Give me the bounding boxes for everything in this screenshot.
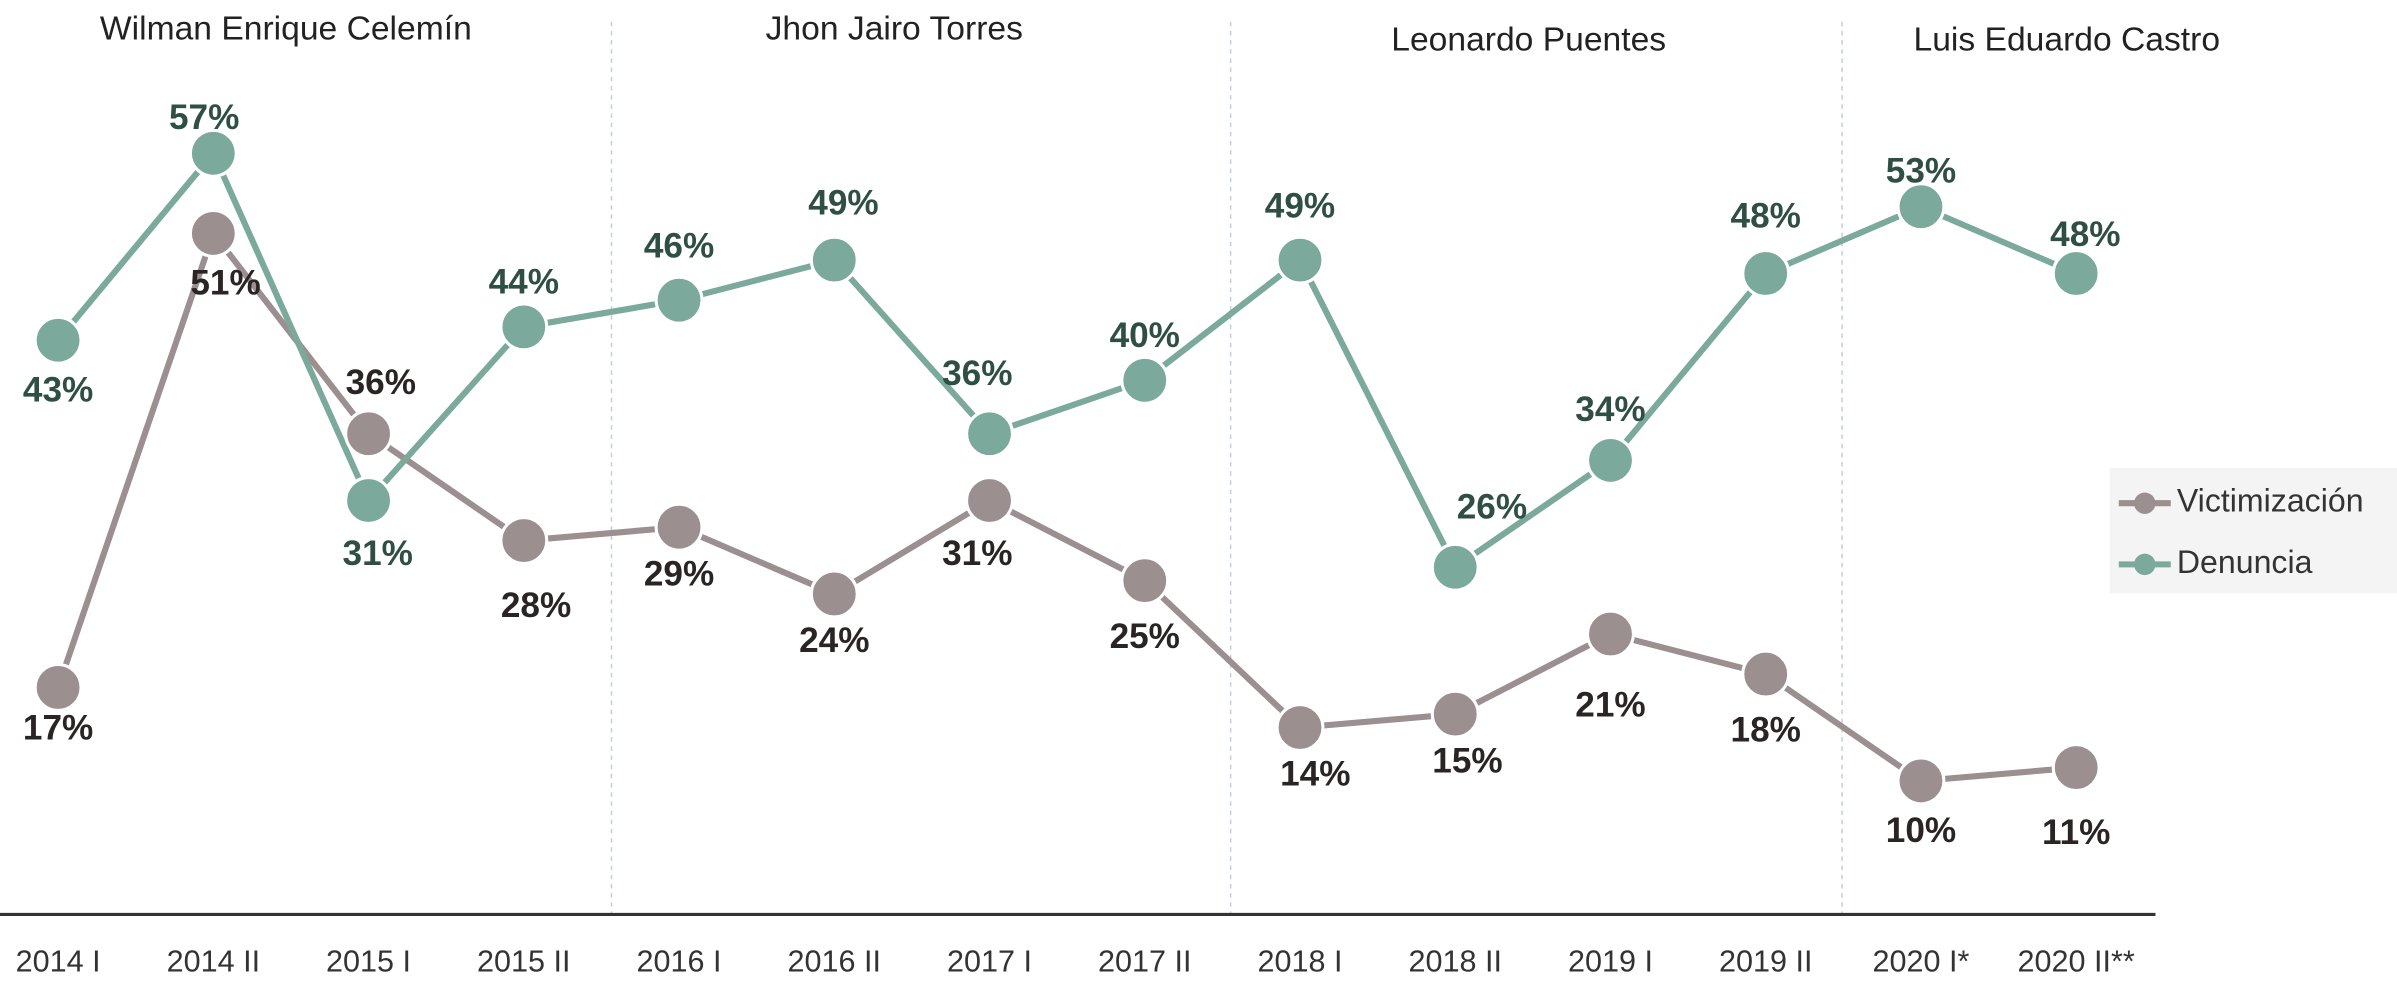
point: [1430, 542, 1480, 592]
x-tick-label: 2015 II: [477, 944, 570, 978]
legend-marker: [2134, 492, 2156, 514]
value-label: 14%: [1280, 755, 1350, 794]
point: [2051, 249, 2101, 298]
x-tick-label: 2016 I: [637, 944, 722, 978]
value-label: 17%: [23, 709, 93, 748]
legend-label: Denuncia: [2177, 544, 2313, 580]
point: [499, 302, 549, 352]
section-label: Leonardo Puentes: [1391, 21, 1666, 58]
section-label: Jhon Jairo Torres: [766, 11, 1023, 48]
value-label: 49%: [808, 183, 878, 222]
x-tick-label: 2019 I: [1568, 944, 1653, 978]
x-tick-label: 2017 I: [947, 944, 1032, 978]
value-label: 10%: [1886, 811, 1956, 850]
value-label: 15%: [1432, 741, 1502, 780]
point: [1741, 249, 1791, 298]
value-label: 46%: [644, 226, 714, 265]
point: [2051, 743, 2101, 793]
value-label: 49%: [1265, 186, 1335, 225]
x-tick-label: 2019 II: [1719, 944, 1812, 978]
point: [344, 476, 394, 525]
legend-label: Victimización: [2177, 483, 2364, 519]
value-label: 25%: [1110, 617, 1180, 656]
series-line: [55, 227, 2077, 785]
x-tick-label: 2020 II**: [2018, 944, 2135, 978]
value-label: 31%: [343, 534, 413, 573]
point: [809, 235, 859, 285]
point: [654, 275, 704, 325]
value-label: 11%: [2042, 813, 2110, 852]
value-label: 51%: [190, 264, 260, 303]
point: [1741, 649, 1791, 699]
point: [188, 128, 238, 178]
point: [965, 476, 1014, 525]
point: [654, 502, 704, 552]
value-label: 28%: [501, 586, 571, 625]
x-tick-label: 2020 I*: [1873, 944, 1970, 978]
x-tick-label: 2018 I: [1258, 944, 1343, 978]
x-tick-label: 2014 II: [167, 944, 260, 978]
section-label: Wilman Enrique Celemín: [100, 11, 472, 48]
value-label: 53%: [1886, 151, 1956, 190]
value-label: 36%: [942, 354, 1012, 393]
x-tick-label: 2014 I: [16, 944, 101, 978]
point: [1586, 609, 1635, 659]
x-tick-label: 2016 II: [788, 944, 881, 978]
point: [1120, 556, 1170, 606]
point: [33, 315, 83, 365]
value-label: 26%: [1457, 487, 1527, 526]
point: [1120, 355, 1170, 405]
legend-box: [2109, 468, 2397, 594]
value-label: 36%: [346, 363, 416, 402]
value-label: 24%: [799, 621, 869, 660]
point: [1275, 703, 1325, 752]
value-label: 43%: [23, 371, 93, 410]
section-label: Luis Eduardo Castro: [1914, 21, 2221, 58]
point: [1896, 182, 1946, 232]
point: [344, 409, 394, 459]
value-label: 18%: [1731, 710, 1801, 749]
value-label: 40%: [1110, 316, 1180, 355]
value-label: 21%: [1575, 686, 1645, 725]
x-tick-label: 2015 I: [326, 944, 411, 978]
point: [188, 208, 238, 258]
value-label: 44%: [489, 262, 559, 301]
point: [33, 662, 83, 712]
value-label: 29%: [644, 554, 714, 593]
value-label: 48%: [2050, 215, 2120, 254]
legend-marker: [2134, 553, 2156, 576]
point: [1275, 235, 1325, 285]
point: [1586, 435, 1635, 485]
series-line: [55, 147, 2078, 572]
value-label: 57%: [169, 98, 239, 137]
value-label: 48%: [1731, 197, 1801, 236]
point: [965, 409, 1014, 459]
point: [1896, 756, 1946, 806]
point: [809, 569, 859, 619]
x-tick-label: 2017 II: [1098, 944, 1191, 978]
point: [499, 516, 549, 566]
value-label: 34%: [1575, 390, 1645, 429]
value-label: 31%: [942, 534, 1012, 573]
point: [1430, 689, 1480, 739]
x-tick-label: 2018 II: [1409, 944, 1502, 978]
